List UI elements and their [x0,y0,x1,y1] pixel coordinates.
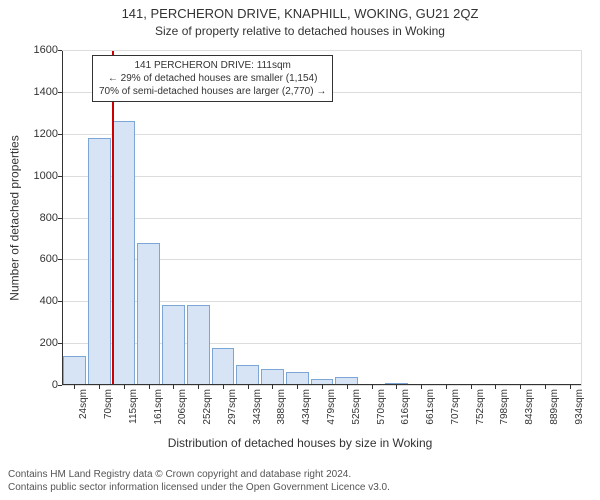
annotation-line2: ← 29% of detached houses are smaller (1,… [99,72,326,85]
chart-title-line1: 141, PERCHERON DRIVE, KNAPHILL, WOKING, … [0,6,600,21]
x-axis-line [62,384,582,385]
x-tick-label: 161sqm [153,389,164,431]
histogram-bar [63,356,86,385]
x-tick-label: 707sqm [450,389,461,431]
annotation-box: 141 PERCHERON DRIVE: 111sqm ← 29% of det… [92,55,333,102]
histogram-bar [236,365,259,385]
x-tick-label: 616sqm [400,389,411,431]
x-tick-label: 889sqm [549,389,560,431]
gridline [62,218,582,219]
x-tick-label: 843sqm [524,389,535,431]
x-tick-label: 752sqm [475,389,486,431]
x-tick-mark [446,385,447,389]
x-tick-label: 934sqm [574,389,585,431]
x-tick-mark [347,385,348,389]
x-tick-label: 252sqm [202,389,213,431]
x-tick-mark [297,385,298,389]
x-tick-mark [198,385,199,389]
footer-text: Contains HM Land Registry data © Crown c… [8,469,390,494]
x-tick-label: 661sqm [425,389,436,431]
x-tick-mark [471,385,472,389]
gridline [62,176,582,177]
x-tick-label: 343sqm [252,389,263,431]
histogram-bar [261,369,284,385]
y-tick-label: 1200 [28,128,58,140]
x-tick-label: 525sqm [351,389,362,431]
gridline [62,134,582,135]
x-tick-mark [272,385,273,389]
x-tick-mark [248,385,249,389]
y-axis-line [62,50,63,385]
y-tick-label: 600 [28,253,58,265]
histogram-bar [162,305,185,385]
x-tick-mark [223,385,224,389]
y-axis-label: Number of detached properties [8,50,22,385]
x-tick-label: 297sqm [227,389,238,431]
y-tick-label: 1400 [28,86,58,98]
x-tick-mark [495,385,496,389]
x-tick-mark [99,385,100,389]
chart-container: 141, PERCHERON DRIVE, KNAPHILL, WOKING, … [0,0,600,500]
x-tick-mark [545,385,546,389]
histogram-bar [212,348,235,385]
top-axis-line [62,50,582,51]
x-tick-mark [124,385,125,389]
x-tick-label: 24sqm [78,389,89,431]
y-tick-label: 800 [28,212,58,224]
x-tick-label: 115sqm [128,389,139,431]
chart-title-line2: Size of property relative to detached ho… [0,24,600,38]
x-tick-mark [372,385,373,389]
histogram-bar [113,121,136,385]
x-tick-mark [421,385,422,389]
histogram-bar [137,243,160,385]
histogram-bar [88,138,111,385]
x-tick-mark [173,385,174,389]
right-axis-line [581,50,582,385]
x-tick-label: 434sqm [301,389,312,431]
x-tick-mark [396,385,397,389]
x-tick-mark [520,385,521,389]
x-tick-mark [570,385,571,389]
y-tick-label: 1600 [28,44,58,56]
y-tick-label: 400 [28,295,58,307]
x-tick-mark [322,385,323,389]
x-tick-label: 388sqm [276,389,287,431]
annotation-line3: 70% of semi-detached houses are larger (… [99,85,326,98]
x-tick-label: 206sqm [177,389,188,431]
x-axis-label: Distribution of detached houses by size … [0,436,600,450]
annotation-line1: 141 PERCHERON DRIVE: 111sqm [99,59,326,72]
x-tick-mark [149,385,150,389]
y-tick-label: 0 [28,379,58,391]
x-tick-label: 570sqm [376,389,387,431]
x-tick-label: 70sqm [103,389,114,431]
y-tick-label: 200 [28,337,58,349]
x-tick-label: 479sqm [326,389,337,431]
y-tick-label: 1000 [28,170,58,182]
x-tick-mark [74,385,75,389]
y-tick-mark [58,385,62,386]
x-tick-label: 798sqm [499,389,510,431]
histogram-bar [187,305,210,385]
